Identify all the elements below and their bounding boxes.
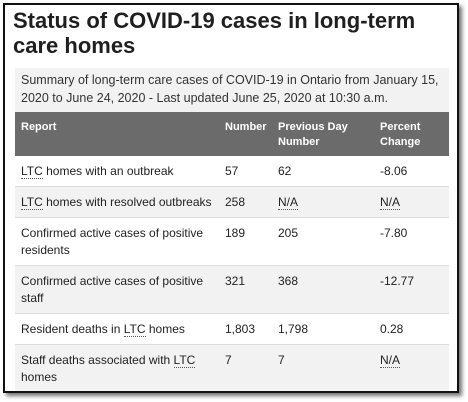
cell-previous-day-number-value: 205 (278, 226, 299, 240)
cell-previous-day-number: 7 (272, 344, 374, 391)
table-body: LTC homes with an outbreak 57 62 -8.06 LTC h… (15, 156, 449, 391)
cell-percent-change-value: -12.77 (380, 274, 415, 288)
cell-report: Resident deaths in LTC homes (15, 313, 219, 345)
header-number: Number (219, 112, 272, 156)
abbreviation-na[interactable]: N/A (380, 195, 401, 210)
cell-number: 321 (219, 265, 272, 314)
report-text: Confirmed active cases of positive resid… (21, 226, 204, 257)
table-caption: Summary of long-term care cases of COVID… (15, 68, 449, 112)
cell-percent-change: -12.77 (374, 265, 449, 314)
report-text: Staff deaths associated with (21, 353, 174, 367)
cell-number-value: 7 (225, 353, 232, 367)
abbreviation-ltc[interactable]: LTC (21, 195, 43, 210)
cell-previous-day-number: N/A (272, 186, 374, 218)
cell-percent-change: N/A (374, 186, 449, 218)
ltc-cases-table: Report Number Previous Day Number Percen… (15, 112, 449, 391)
cell-report: LTC homes with an outbreak (15, 156, 219, 187)
page-title: Status of COVID-19 cases in long-term ca… (13, 8, 416, 58)
header-previous-day-number: Previous Day Number (272, 112, 374, 156)
cell-report: Confirmed active cases of positive staff (15, 265, 219, 314)
cell-previous-day-number-value: 62 (278, 164, 292, 178)
table-row: LTC homes with resolved outbreaks 258 N/A N… (15, 186, 449, 218)
cell-number-value: 258 (225, 195, 246, 209)
cell-number: 1,803 (219, 313, 272, 345)
table-row: LTC homes with an outbreak 57 62 -8.06 (15, 156, 449, 187)
cell-number: 258 (219, 186, 272, 218)
cell-previous-day-number: 368 (272, 265, 374, 314)
abbreviation-na[interactable]: N/A (380, 353, 401, 368)
cell-percent-change: 0.28 (374, 313, 449, 345)
cell-number: 7 (219, 344, 272, 391)
cell-report: LTC homes with resolved outbreaks (15, 186, 219, 218)
report-text: homes (21, 370, 58, 384)
cell-previous-day-number: 62 (272, 156, 374, 187)
abbreviation-ltc[interactable]: LTC (123, 322, 146, 337)
ltc-cases-table-container: Summary of long-term care cases of COVID… (15, 68, 449, 391)
cell-percent-change: N/A (374, 344, 449, 391)
cell-previous-day-number-value: 368 (278, 274, 299, 288)
cell-percent-change: -7.80 (374, 217, 449, 266)
report-text: homes with resolved outbreaks (42, 195, 212, 209)
table-row: Resident deaths in LTC homes 1,803 1,798 0.… (15, 313, 449, 345)
cell-number-value: 321 (225, 274, 246, 288)
abbreviation-na[interactable]: N/A (278, 195, 299, 210)
header-percent-change: Percent Change (374, 112, 449, 156)
cell-percent-change: -8.06 (374, 156, 449, 187)
cell-percent-change-value: 0.28 (380, 322, 404, 336)
table-row: Confirmed active cases of positive staff… (15, 265, 449, 314)
cell-number-value: 1,803 (225, 322, 256, 336)
cell-report: Staff deaths associated with LTC homes (15, 344, 219, 391)
cell-number: 57 (219, 156, 272, 187)
cell-percent-change-value: -8.06 (380, 164, 408, 178)
cell-report: Confirmed active cases of positive resid… (15, 217, 219, 266)
cell-number-value: 189 (225, 226, 246, 240)
cell-previous-day-number: 205 (272, 217, 374, 266)
report-text: homes (145, 322, 185, 336)
header-report: Report (15, 112, 219, 156)
abbreviation-ltc[interactable]: LTC (21, 164, 43, 179)
cell-number: 189 (219, 217, 272, 266)
table-row: Confirmed active cases of positive resid… (15, 217, 449, 266)
abbreviation-ltc[interactable]: LTC (173, 353, 196, 368)
cell-number-value: 57 (225, 164, 239, 178)
table-header-row: Report Number Previous Day Number Percen… (15, 112, 449, 156)
cell-previous-day-number-value: 7 (278, 353, 285, 367)
table-row: Staff deaths associated with LTC homes 7 7… (15, 344, 449, 391)
report-text: Confirmed active cases of positive staff (21, 274, 204, 305)
cell-previous-day-number-value: 1,798 (278, 322, 309, 336)
screenshot-frame: Status of COVID-19 cases in long-term ca… (3, 3, 459, 393)
cell-percent-change-value: -7.80 (380, 226, 408, 240)
report-text: homes with an outbreak (42, 164, 174, 178)
report-text: Resident deaths in (21, 322, 124, 336)
cell-previous-day-number: 1,798 (272, 313, 374, 345)
